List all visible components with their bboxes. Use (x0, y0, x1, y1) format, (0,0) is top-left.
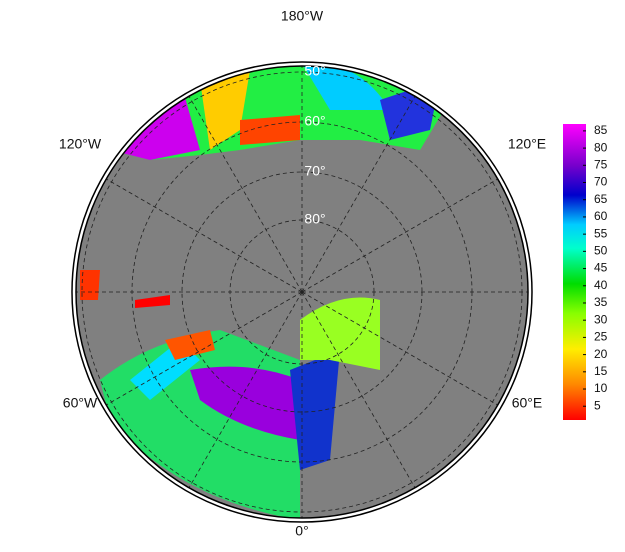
latitude-label: 70° (304, 163, 325, 179)
colorbar-tick-label: 70 (594, 175, 608, 189)
meridian (301, 96, 416, 293)
colorbar-tick-label: 55 (594, 226, 608, 240)
colorbar-tick-label: 10 (594, 381, 608, 395)
longitude-label: 180°W (281, 8, 324, 24)
meridian (188, 96, 303, 293)
colorbar-tick-label: 85 (594, 123, 608, 137)
colorbar-tick-label: 40 (594, 278, 608, 292)
latitude-label: 50° (304, 63, 325, 79)
meridian (106, 291, 303, 406)
colorbar-tick-label: 60 (594, 209, 608, 223)
colorbar-tick-label: 5 (594, 398, 601, 412)
colorbar-tick-label: 30 (594, 312, 608, 326)
colorbar-tick-label: 75 (594, 157, 608, 171)
longitude-label: 0° (295, 523, 308, 539)
map-frame (71, 61, 533, 523)
colorbar-tick-label: 50 (594, 244, 608, 258)
colorbar: 5 10 15 20 25 30 35 40 45 50 55 60 65 70 75 80 85 (563, 123, 608, 420)
colorbar-tick-label: 80 (594, 140, 608, 154)
latitude-label: 80° (304, 211, 325, 227)
longitude-label: 120°E (508, 136, 546, 152)
colorbar-tick-label: 20 (594, 347, 608, 361)
longitude-label: 60°E (512, 395, 543, 411)
colorbar-tick-label: 65 (594, 192, 608, 206)
latitude-label: 60° (304, 113, 325, 129)
meridian (301, 178, 498, 293)
graticule (76, 66, 528, 518)
longitude-label: 120°W (59, 136, 102, 152)
meridian (301, 291, 416, 488)
map (71, 61, 533, 523)
meridian (106, 178, 303, 293)
map-border (75, 65, 529, 519)
meridian (188, 291, 303, 488)
colorbar-tick-label: 15 (594, 364, 608, 378)
meridian (301, 291, 498, 406)
longitude-label: 60°W (63, 395, 98, 411)
colorbar-scale (563, 124, 586, 420)
colorbar-tick-label: 25 (594, 330, 608, 344)
colorbar-tick-label: 45 (594, 261, 608, 275)
colorbar-tick-label: 35 (594, 295, 608, 309)
